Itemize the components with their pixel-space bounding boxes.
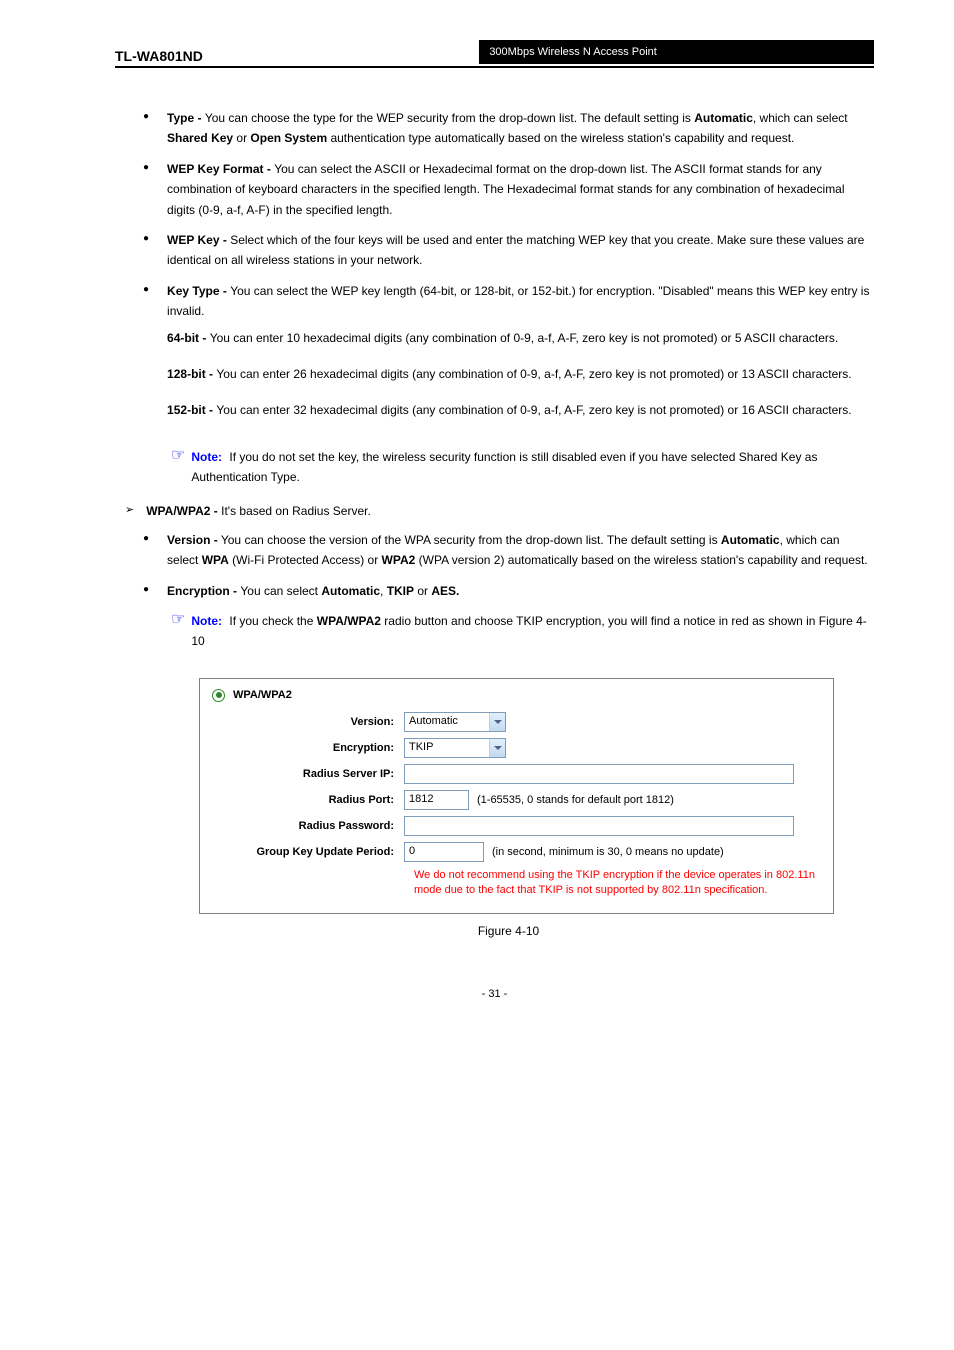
bullet-key-type: ● Key Type - You can select the WEP key … [143,281,874,437]
chevron-down-icon [489,713,505,731]
label-type: Type - [167,111,205,125]
label-group-key: Group Key Update Period: [212,846,404,858]
bullet-wep-format: ● WEP Key Format - You can select the AS… [143,159,874,220]
bullet-type: ● Type - You can choose the type for the… [143,108,874,149]
radius-port-input[interactable]: 1812 [404,790,469,810]
label-wpa: WPA/WPA2 - [146,504,221,518]
bullet-wpa-version: ● Version - You can choose the version o… [143,530,874,571]
bullet-wep-key: ● WEP Key - Select which of the four key… [143,230,874,271]
arrow-icon: ➢ [125,503,134,521]
row-encryption: Encryption: TKIP [212,738,821,758]
sub-64bit: 64-bit - You can enter 10 hexadecimal di… [167,328,874,348]
bullet-icon: ● [143,111,149,149]
bullet-icon: ● [143,162,149,220]
note-label: Note: [191,450,222,464]
bullet-icon: ● [143,233,149,271]
chevron-down-icon [489,739,505,757]
radius-ip-input[interactable] [404,764,794,784]
note-1: ☞ Note: If you do not set the key, the w… [171,447,874,488]
bullet-icon: ● [143,533,149,571]
tkip-warning: We do not recommend using the TKIP encry… [414,868,821,899]
label-wep-format: WEP Key Format - [167,162,274,176]
header-title: 300Mbps Wireless N Access Point [479,40,874,64]
sub-128bit: 128-bit - You can enter 26 hexadecimal d… [167,364,874,384]
figure-caption: Figure 4-10 [143,924,874,938]
sub-152bit: 152-bit - You can enter 32 hexadecimal d… [167,400,874,420]
note-text-1: If you do not set the key, the wireless … [191,450,817,484]
model-number: TL-WA801ND [115,48,479,64]
bullet-wpa-encryption: ● Encryption - You can select Automatic,… [143,581,874,601]
version-select[interactable]: Automatic [404,712,506,732]
note-icon: ☞ [171,609,185,652]
page-number: - 31 - [115,988,874,1000]
label-radius-port: Radius Port: [212,794,404,806]
label-radius-password: Radius Password: [212,820,404,832]
wpa-radio-label: WPA/WPA2 [233,689,292,701]
label-radius-ip: Radius Server IP: [212,768,404,780]
label-encryption: Encryption: [212,742,404,754]
group-key-hint: (in second, minimum is 30, 0 means no up… [492,846,724,858]
group-key-input[interactable]: 0 [404,842,484,862]
wpa-section: ➢ WPA/WPA2 - It's based on Radius Server… [125,501,874,521]
row-radius-password: Radius Password: [212,816,821,836]
page-header: TL-WA801ND 300Mbps Wireless N Access Poi… [115,40,874,68]
figure-wpa-settings: WPA/WPA2 Version: Automatic Encryption: … [199,678,834,914]
row-radius-ip: Radius Server IP: [212,764,821,784]
wpa-radio[interactable] [212,689,225,702]
label-wep-key: WEP Key - [167,233,230,247]
wpa-radio-row: WPA/WPA2 [212,689,821,702]
bullet-icon: ● [143,584,149,601]
row-group-key: Group Key Update Period: 0 (in second, m… [212,842,821,862]
label-key-type: Key Type - [167,284,230,298]
radius-port-hint: (1-65535, 0 stands for default port 1812… [477,794,674,806]
bullet-icon: ● [143,284,149,437]
encryption-select[interactable]: TKIP [404,738,506,758]
row-version: Version: Automatic [212,712,821,732]
note-label-2: Note: [191,614,222,628]
main-content: ● Type - You can choose the type for the… [143,108,874,938]
label-version: Version: [212,716,404,728]
note-2: ☞ Note: If you check the WPA/WPA2 radio … [171,611,874,652]
note-icon: ☞ [171,445,185,488]
row-radius-port: Radius Port: 1812 (1-65535, 0 stands for… [212,790,821,810]
radius-password-input[interactable] [404,816,794,836]
